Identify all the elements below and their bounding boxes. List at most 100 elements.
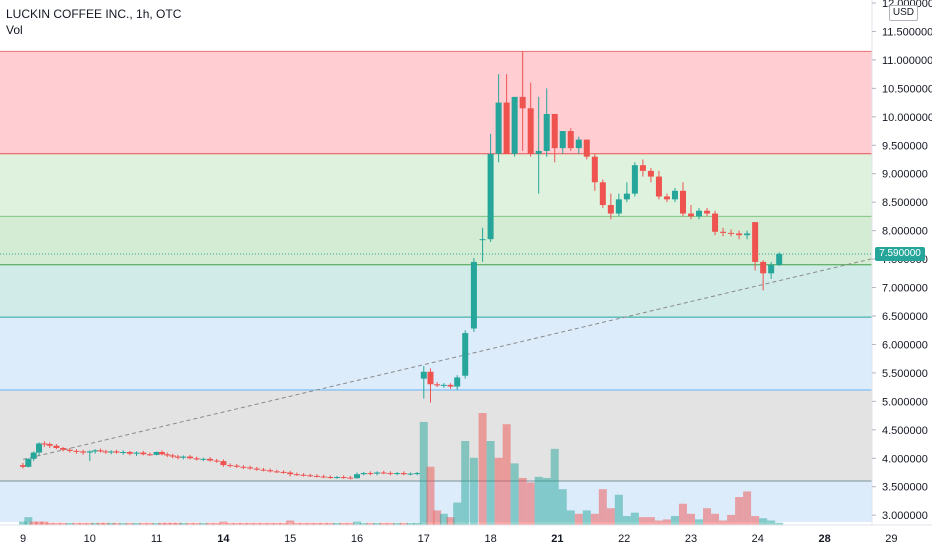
volume-bar-11 <box>85 522 94 525</box>
volume-bar-90 <box>630 512 639 525</box>
candle-91 <box>639 165 646 171</box>
volume-bar-27 <box>179 522 188 525</box>
candle-87 <box>607 205 614 214</box>
candle-8 <box>66 449 73 451</box>
candle-69 <box>462 333 469 376</box>
volume-bar-14 <box>101 522 110 525</box>
candle-71 <box>479 239 486 241</box>
candle-1 <box>25 458 32 467</box>
candle-70 <box>470 261 477 329</box>
volume-bar-18 <box>125 522 134 525</box>
currency-badge[interactable]: USD <box>888 5 918 21</box>
volume-bar-88 <box>614 494 623 525</box>
candle-28 <box>187 456 193 459</box>
volume-bar-44 <box>292 522 301 525</box>
volume-bar-75 <box>510 463 519 525</box>
candle-104 <box>744 233 751 236</box>
candle-18 <box>126 452 133 454</box>
candle-9 <box>73 450 80 452</box>
volume-bar-17 <box>119 522 128 525</box>
volume-bar-71 <box>478 413 487 525</box>
volume-bar-12 <box>91 522 100 525</box>
candle-76 <box>519 96 526 109</box>
volume-bar-77 <box>526 482 535 525</box>
candle-11 <box>86 451 93 453</box>
volume-bar-32 <box>212 522 221 525</box>
candle-46 <box>307 475 314 477</box>
candle-10 <box>80 451 87 453</box>
volume-bar-106 <box>759 518 768 525</box>
volume-bar-101 <box>719 520 728 525</box>
volume-bar-73 <box>494 457 503 525</box>
volume-bar-100 <box>711 513 720 525</box>
candle-26 <box>174 456 181 458</box>
volume-bar-97 <box>687 513 695 525</box>
candle-84 <box>583 139 590 157</box>
candle-6 <box>53 445 60 449</box>
volume-bar-37 <box>246 522 255 525</box>
volume-bar-21 <box>145 522 154 525</box>
candle-67 <box>447 384 454 387</box>
volume-bar-81 <box>558 489 567 525</box>
x-tick-label-11: 24 <box>752 533 764 545</box>
zone-band-5 <box>0 389 872 482</box>
candle-63 <box>420 371 427 379</box>
volume-bar-13 <box>96 522 105 525</box>
candle-108 <box>776 253 783 265</box>
x-tick-label-2: 11 <box>151 533 162 545</box>
candle-13 <box>97 450 104 452</box>
y-tick-label-7: 6.500000 <box>882 311 928 323</box>
candle-24 <box>164 454 171 456</box>
volume-bar-107 <box>767 520 776 525</box>
volume-bar-23 <box>157 522 166 525</box>
candle-38 <box>253 468 260 470</box>
volume-bar-28 <box>186 522 194 525</box>
volume-bar-47 <box>312 522 321 525</box>
candle-77 <box>527 108 534 154</box>
volume-bar-49 <box>326 522 335 525</box>
candle-96 <box>679 190 686 214</box>
volume-bar-69 <box>461 441 470 525</box>
volume-bar-91 <box>638 517 647 525</box>
candle-107 <box>768 264 775 274</box>
volume-bar-98 <box>695 519 704 525</box>
y-tick-label-14: 10.000000 <box>882 112 932 124</box>
volume-bar-53 <box>353 521 361 525</box>
volume-bar-25 <box>168 522 177 525</box>
volume-bar-76 <box>518 477 527 525</box>
candle-86 <box>599 182 606 206</box>
volume-bar-74 <box>502 424 511 525</box>
x-tick-label-1: 10 <box>84 533 96 545</box>
y-tick-label-2: 4.000000 <box>882 453 928 465</box>
volume-bar-20 <box>139 522 148 525</box>
volume-bar-89 <box>622 516 631 525</box>
volume-bar-59 <box>393 522 402 525</box>
candle-72 <box>487 153 494 240</box>
volume-bar-5 <box>45 522 54 525</box>
volume-bar-7 <box>59 522 68 525</box>
volume-bar-80 <box>550 448 559 525</box>
volume-bar-50 <box>332 522 341 525</box>
volume-bar-64 <box>426 466 435 525</box>
candle-75 <box>511 96 518 154</box>
candle-58 <box>387 473 394 475</box>
volume-bar-52 <box>346 522 355 525</box>
volume-bar-30 <box>199 522 208 525</box>
volume-bar-79 <box>542 477 551 525</box>
candle-81 <box>559 131 566 149</box>
volume-bar-68 <box>453 502 462 525</box>
y-tick-label-15: 10.500000 <box>882 83 932 95</box>
zone-band-1 <box>0 153 872 217</box>
candle-92 <box>647 170 654 177</box>
candle-4 <box>41 443 48 445</box>
volume-bar-72 <box>486 441 495 525</box>
y-tick-label-6: 6.000000 <box>882 339 928 351</box>
zone-band-4 <box>0 317 872 390</box>
candle-2 <box>30 452 37 459</box>
candle-3 <box>36 443 43 453</box>
x-tick-label-8: 21 <box>551 533 563 545</box>
candle-101 <box>720 231 727 233</box>
volume-bar-34 <box>226 522 235 525</box>
volume-bar-62 <box>413 522 422 525</box>
